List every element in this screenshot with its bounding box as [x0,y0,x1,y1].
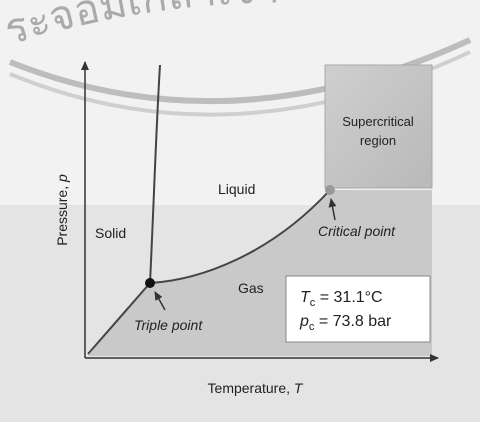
pc-line: pc = 73.8 bar [299,313,392,333]
subscript: c [310,297,316,309]
sublimation-curve [87,282,151,355]
solid-label: Solid [95,225,126,241]
critical-point [325,185,335,195]
gas-label: Gas [238,280,264,296]
critical-label: Critical point [318,223,396,239]
subscript: c [309,321,315,333]
x-axis-text: Temperature, [208,380,294,396]
x-axis-label: Temperature, T [208,380,304,396]
value: = 31.1°C [315,289,382,306]
tc-line: Tc = 31.1°C [300,289,383,309]
supercritical-label: Supercritical [342,114,414,129]
triple-label: Triple point [134,317,203,333]
x-axis-var: T [294,380,304,396]
supercritical-label: region [360,133,396,148]
symbol: p [299,313,309,330]
y-axis-var: p [54,174,70,183]
y-axis-text: Pressure, [54,182,70,246]
triple-point [145,278,155,288]
constants-box [285,275,431,343]
supercritical-region [324,64,433,189]
value: = 73.8 bar [314,313,392,330]
symbol: T [300,289,311,306]
triple-arrow [154,291,166,311]
critical-arrow [328,198,337,221]
y-axis-label: Pressure, p [54,174,70,246]
melting-curve [149,64,161,284]
vaporization-curve [149,189,331,284]
liquid-label: Liquid [218,181,255,197]
